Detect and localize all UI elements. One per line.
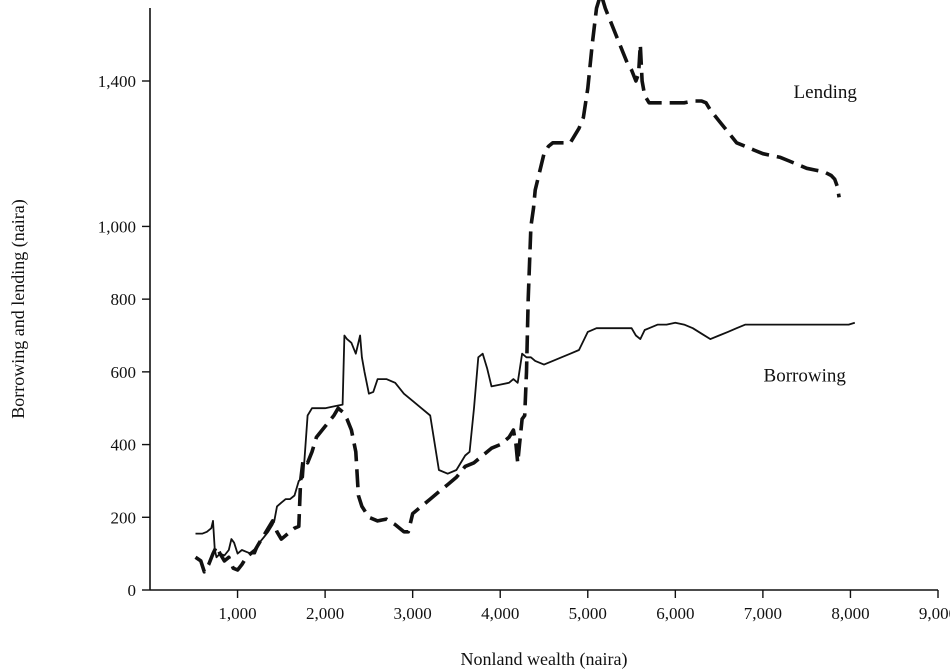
y-tick-label: 1,000 [98,217,136,236]
x-axis-ticks: 1,000 2,000 3,000 4,000 5,000 6,000 7,000 8,000… [218,590,950,623]
x-tick-label: 9,000 [919,604,950,623]
x-tick-label: 6,000 [656,604,694,623]
lending-series-line [194,0,841,574]
x-tick-label: 3,000 [394,604,432,623]
x-tick-label: 5,000 [569,604,607,623]
x-axis-title: Nonland wealth (naira) [461,649,628,670]
x-tick-label: 4,000 [481,604,519,623]
y-tick-label: 400 [111,436,137,455]
y-tick-label: 800 [111,290,137,309]
y-axis-ticks: 0 200 400 600 800 1,000 1,400 [98,72,150,600]
x-tick-label: 7,000 [744,604,782,623]
plot-lines [194,0,856,574]
x-tick-label: 1,000 [218,604,256,623]
y-tick-label: 200 [111,508,137,527]
lending-series-label: Lending [794,82,858,103]
y-tick-label: 1,400 [98,72,136,91]
borrowing-series-line [195,321,856,559]
y-tick-label: 0 [128,581,137,600]
x-tick-label: 2,000 [306,604,344,623]
borrowing-series-label: Borrowing [764,365,847,386]
y-tick-label: 600 [111,363,137,382]
x-tick-label: 8,000 [831,604,869,623]
y-axis-title: Borrowing and lending (naira) [8,199,29,418]
